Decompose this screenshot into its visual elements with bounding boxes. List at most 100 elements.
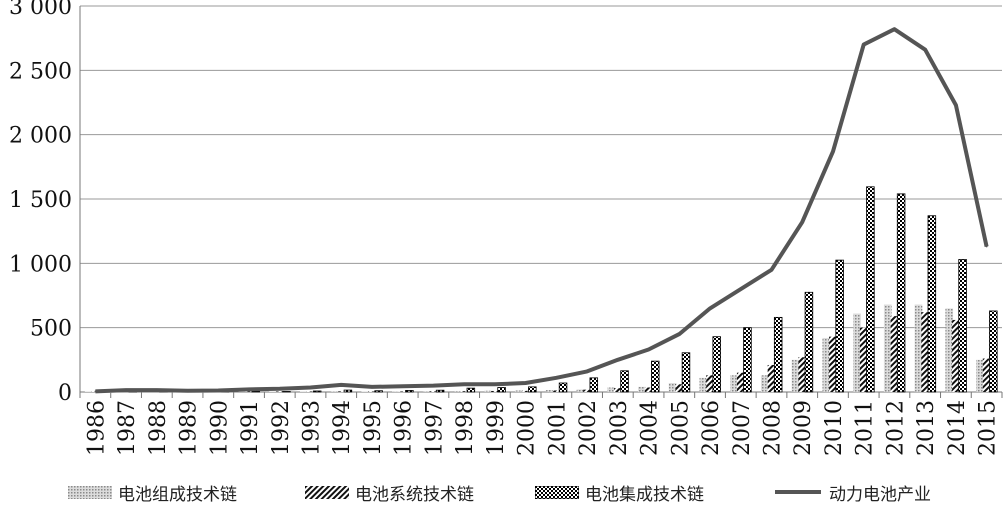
- x-tick-label: 2004: [638, 400, 663, 456]
- bar-integration: [282, 391, 291, 393]
- bar-system: [275, 391, 284, 392]
- bar-component: [515, 390, 523, 392]
- bar-component: [853, 313, 861, 392]
- legend-swatch-integration: [535, 485, 579, 499]
- bar-system: [398, 391, 407, 392]
- point-industry: [248, 388, 250, 391]
- x-tick-label: 2008: [761, 400, 786, 456]
- grid-layer: [80, 5, 1002, 393]
- x-tick-label: 1994: [330, 400, 355, 456]
- bar-component: [607, 387, 615, 392]
- point-industry: [801, 221, 804, 223]
- point-industry: [156, 389, 158, 391]
- y-tick-label: 2 000: [9, 124, 72, 149]
- line-layer: [94, 27, 989, 394]
- bar-integration: [927, 215, 937, 393]
- x-tick-label: 2011: [853, 400, 878, 456]
- bar-integration: [435, 389, 445, 393]
- x-tick-label: 2015: [976, 400, 1001, 456]
- bar-integration: [528, 386, 537, 393]
- point-industry: [862, 43, 865, 46]
- bar-component: [269, 391, 277, 392]
- point-industry: [893, 28, 896, 30]
- legend-item-component: 电池组成技术链: [68, 480, 237, 505]
- x-tick-label: 1997: [422, 400, 447, 456]
- point-industry: [217, 389, 220, 392]
- x-tick-label: 2010: [822, 400, 847, 456]
- bar-component: [699, 377, 708, 392]
- point-industry: [709, 307, 711, 310]
- point-industry: [278, 387, 281, 390]
- bar-system: [644, 387, 653, 392]
- bar-component: [484, 390, 493, 392]
- bar-integration: [497, 387, 506, 393]
- bar-system: [552, 390, 561, 392]
- bar-layer: [84, 186, 998, 393]
- point-industry: [770, 268, 773, 271]
- x-tick-label: 2003: [607, 400, 632, 456]
- point-industry: [494, 383, 496, 386]
- x-tick-label: 2007: [730, 400, 755, 456]
- y-tick-label: 1 000: [9, 252, 72, 277]
- bar-system: [736, 372, 745, 392]
- bar-system: [982, 358, 991, 392]
- x-tick-label: 1986: [84, 400, 109, 456]
- bar-integration: [405, 390, 414, 393]
- y-tick-label: 0: [58, 381, 72, 406]
- legend-swatch-component: [68, 485, 112, 499]
- legend-label-system: 电池系统技术链: [355, 484, 474, 505]
- bar-system: [829, 336, 837, 392]
- y-tick-label: 1 500: [9, 188, 72, 213]
- bar-integration: [866, 186, 875, 393]
- point-industry: [463, 383, 465, 386]
- x-tick-label: 1992: [269, 400, 294, 456]
- bar-component: [668, 382, 677, 392]
- legend-item-system: 电池系统技术链: [305, 480, 474, 505]
- x-tick-label: 1987: [115, 400, 140, 456]
- bar-integration: [835, 259, 844, 393]
- legend-item-industry: 动力电池产业: [775, 480, 931, 505]
- point-industry: [678, 333, 681, 335]
- point-industry: [340, 384, 343, 386]
- bar-integration: [804, 291, 814, 393]
- bar-system: [767, 364, 776, 392]
- point-industry: [985, 245, 988, 248]
- bar-component: [361, 391, 370, 392]
- bar-component: [84, 391, 93, 392]
- y-tick-label: 500: [30, 317, 72, 342]
- bar-integration: [896, 193, 906, 393]
- point-industry: [739, 288, 742, 290]
- x-tick-label: 1996: [392, 400, 417, 456]
- bar-integration: [743, 327, 752, 393]
- bar-integration: [958, 259, 967, 393]
- bar-integration: [589, 377, 599, 393]
- bar-system: [491, 390, 499, 392]
- bar-component: [638, 386, 646, 392]
- bar-system: [921, 312, 930, 392]
- bar-integration: [374, 390, 383, 393]
- x-tick-label: 1998: [453, 400, 478, 456]
- point-industry: [832, 150, 834, 153]
- legend-line-industry: [775, 490, 821, 494]
- bar-integration: [681, 352, 691, 393]
- point-industry: [371, 386, 373, 388]
- bar-component: [791, 359, 800, 392]
- bar-system: [460, 391, 469, 392]
- point-industry: [617, 359, 619, 361]
- bar-integration: [989, 310, 998, 393]
- bar-component: [330, 391, 339, 392]
- bar-component: [422, 391, 431, 392]
- x-tick-label: 1989: [177, 400, 202, 456]
- bar-component: [760, 375, 769, 392]
- point-industry: [125, 389, 127, 391]
- bar-system: [675, 384, 684, 392]
- point-industry: [186, 389, 189, 392]
- point-industry: [432, 384, 435, 387]
- legend-label-component: 电池组成技术链: [118, 484, 237, 505]
- x-tick-label: 1988: [146, 400, 171, 456]
- x-tick-label: 2012: [883, 400, 908, 456]
- legend-label-industry: 动力电池产业: [829, 484, 931, 505]
- bar-system: [613, 388, 622, 392]
